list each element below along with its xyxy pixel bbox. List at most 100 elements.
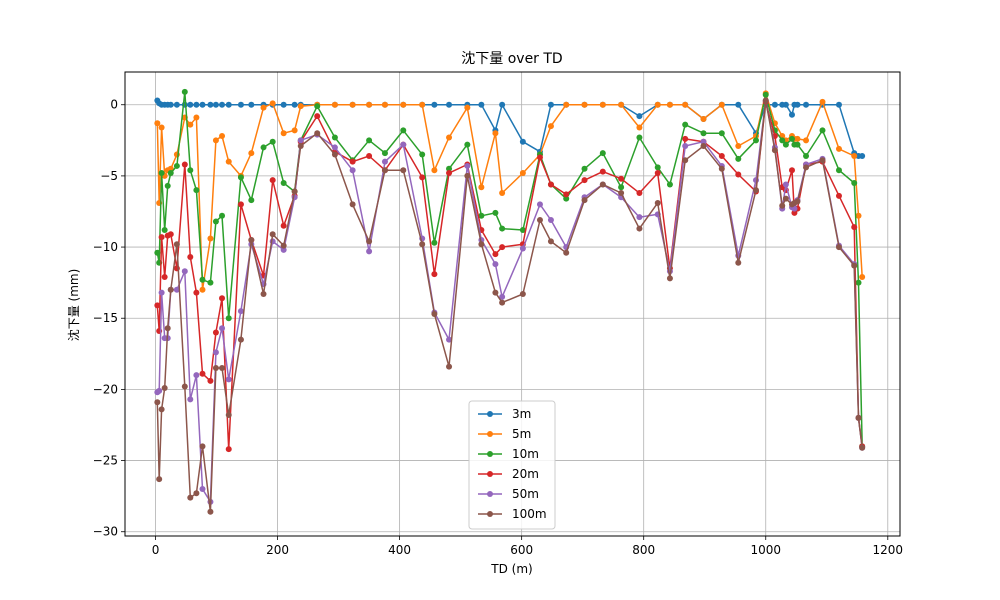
data-point (260, 144, 267, 151)
data-point (158, 234, 165, 241)
data-point (855, 279, 862, 286)
data-point (237, 308, 244, 315)
data-point (492, 209, 499, 216)
data-point (599, 150, 606, 157)
data-point (291, 101, 298, 108)
series-100m (154, 97, 866, 515)
data-point (771, 147, 778, 154)
legend-marker (487, 451, 493, 457)
data-point (519, 138, 526, 145)
data-point (636, 189, 643, 196)
data-point (212, 365, 219, 372)
data-point (291, 188, 298, 195)
data-point (260, 104, 267, 111)
data-point (164, 325, 171, 332)
data-point (819, 127, 826, 134)
data-point (536, 201, 543, 208)
x-tick-label: 0 (152, 543, 160, 557)
legend-item: 20m (478, 467, 539, 481)
data-point (782, 181, 789, 188)
data-point (788, 135, 795, 142)
data-point (181, 161, 188, 168)
data-point (237, 201, 244, 208)
data-point (547, 238, 554, 245)
data-point (581, 101, 588, 108)
data-point (682, 101, 689, 108)
data-point (446, 134, 453, 141)
data-point (212, 218, 219, 225)
data-point (193, 490, 200, 497)
data-point (636, 124, 643, 131)
data-point (193, 372, 200, 379)
data-point (219, 365, 226, 372)
data-point (161, 273, 168, 280)
legend-marker (487, 471, 493, 477)
data-point (154, 249, 161, 256)
data-point (349, 167, 356, 174)
x-tick-label: 1000 (750, 543, 781, 557)
data-point (718, 165, 725, 172)
data-point (599, 181, 606, 188)
data-point (297, 143, 304, 150)
data-point (464, 172, 471, 179)
data-point (536, 154, 543, 161)
data-point (478, 184, 485, 191)
data-point (181, 268, 188, 275)
data-point (464, 162, 471, 169)
data-point (419, 241, 426, 248)
data-point (492, 130, 499, 137)
data-point (581, 197, 588, 204)
data-point (547, 181, 554, 188)
data-point (536, 217, 543, 224)
data-point (682, 143, 689, 150)
data-point (431, 101, 438, 108)
data-point (788, 111, 795, 118)
x-tick-label: 600 (510, 543, 533, 557)
data-point (636, 134, 643, 141)
data-point (260, 291, 267, 298)
data-point (563, 101, 570, 108)
data-point (851, 152, 858, 159)
data-point (478, 241, 485, 248)
data-point (718, 101, 725, 108)
data-point (173, 286, 180, 293)
data-point (199, 276, 206, 283)
x-axis-label: TD (m) (490, 562, 532, 576)
y-tick-label: −5 (100, 169, 118, 183)
legend-marker (487, 411, 493, 417)
data-point (563, 191, 570, 198)
data-point (618, 175, 625, 182)
data-point (819, 157, 826, 164)
data-point (400, 101, 407, 108)
data-point (855, 414, 862, 421)
data-point (193, 114, 200, 121)
data-point (771, 101, 778, 108)
data-point (207, 279, 214, 286)
data-point (782, 101, 789, 108)
data-point (446, 101, 453, 108)
data-point (499, 101, 506, 108)
data-point (173, 101, 180, 108)
data-point (297, 103, 304, 110)
data-point (666, 101, 673, 108)
data-point (499, 299, 506, 306)
data-point (682, 135, 689, 142)
data-point (167, 231, 174, 238)
data-point (366, 152, 373, 159)
data-point (618, 101, 625, 108)
data-point (199, 286, 206, 293)
legend-label: 50m (512, 487, 539, 501)
data-point (237, 174, 244, 181)
data-point (199, 370, 206, 377)
data-point (314, 130, 321, 137)
data-point (791, 209, 798, 216)
data-point (161, 384, 168, 391)
data-point (492, 251, 499, 258)
y-tick-label: −30 (93, 525, 118, 539)
data-point (225, 412, 232, 419)
data-point (752, 137, 759, 144)
data-point (419, 174, 426, 181)
data-point (718, 130, 725, 137)
data-point (419, 101, 426, 108)
data-point (835, 244, 842, 251)
